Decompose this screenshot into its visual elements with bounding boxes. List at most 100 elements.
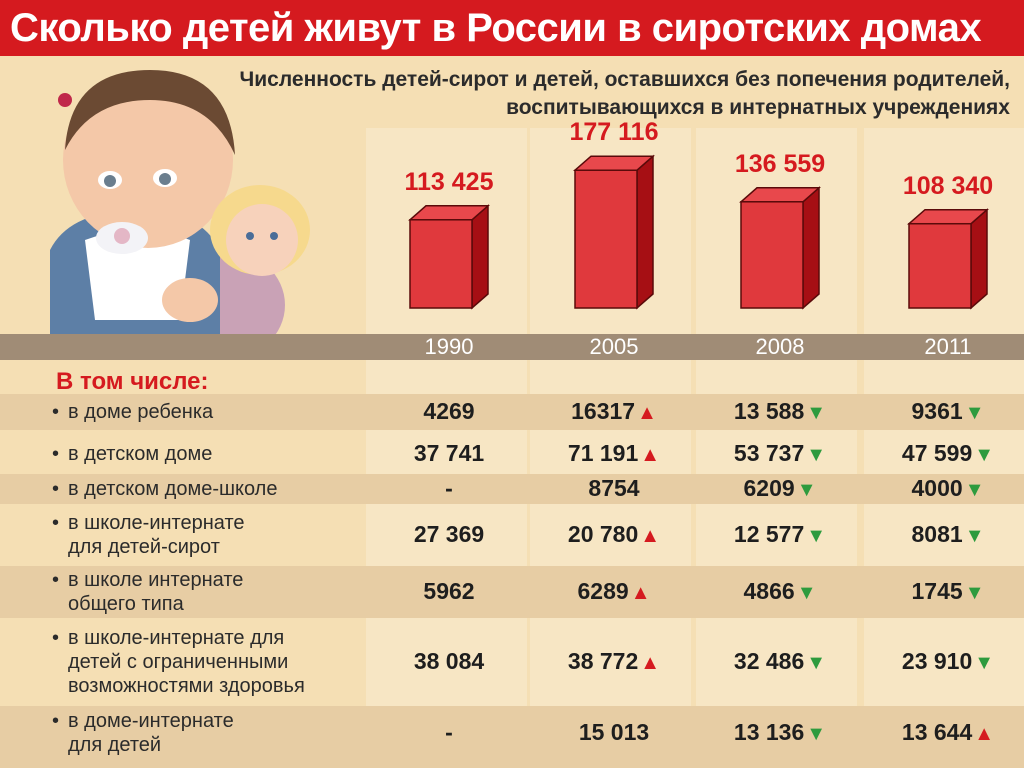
table-row: • в школе-интернате для детей с ограничен… xyxy=(0,620,1024,704)
table-row: • в школе интернате общего типа 5962 6289 ▲ 4… xyxy=(0,566,1024,618)
table-cell-2008: 53 737 ▼ xyxy=(700,440,860,467)
table-row: • в доме ребенка 4269 16317 ▲ 13 588 ▼ 9361 ▼ xyxy=(0,394,1024,430)
cell-value: 32 486 xyxy=(733,648,805,674)
row-label-text: в детском доме xyxy=(68,443,213,465)
cell-value: 13 588 xyxy=(733,398,805,424)
chart-subtitle: Численность детей-сирот и детей, оставши… xyxy=(239,68,1010,119)
cell-value: - xyxy=(445,475,453,501)
up-arrow-icon: ▲ xyxy=(630,582,651,604)
bar-value-label: 136 559 xyxy=(734,149,826,178)
down-arrow-icon: ▼ xyxy=(806,723,827,745)
cell-value: 4866 xyxy=(743,578,795,604)
cell-value: 53 737 xyxy=(733,440,805,466)
cell-value: 38 084 xyxy=(413,648,485,674)
title-banner: Сколько детей живут в России в сиротских… xyxy=(0,0,1024,56)
cell-value: 8754 xyxy=(588,475,640,501)
cell-value: 20 780 xyxy=(567,521,639,547)
cell-value: 8081 xyxy=(911,521,963,547)
cell-value: 15 013 xyxy=(578,719,650,745)
bottom-rule xyxy=(0,760,1024,768)
table-cell-2008: 13 136 ▼ xyxy=(700,719,860,746)
bar-value-label: 177 116 xyxy=(569,118,659,147)
row-label: • в школе-интернате для детей-сирот xyxy=(52,511,245,559)
bullet-icon: • xyxy=(52,627,60,649)
down-arrow-icon: ▼ xyxy=(806,444,827,466)
down-arrow-icon: ▼ xyxy=(964,479,985,501)
cell-value: 37 741 xyxy=(413,440,485,466)
bullet-icon: • xyxy=(52,443,60,465)
row-label: • в детском доме-школе xyxy=(52,477,277,501)
bar-value-label: 113 425 xyxy=(404,167,494,196)
row-label: • в школе интернате общего типа xyxy=(52,568,243,616)
child-with-doll-photo xyxy=(50,70,310,360)
cell-value: 5962 xyxy=(423,578,475,604)
cell-value: 9361 xyxy=(911,398,963,424)
year-tick-label: 2011 xyxy=(924,334,972,359)
down-arrow-icon: ▼ xyxy=(964,582,985,604)
table-cell-2011: 13 644 ▲ xyxy=(868,719,1024,746)
table-row: • в доме-интернате для детей - 15 013 13 136… xyxy=(0,706,1024,760)
row-label-text: в школе-интернате для детей с ограниченн… xyxy=(68,627,305,697)
table-cell-2011: 4000 ▼ xyxy=(868,475,1024,502)
bullet-icon: • xyxy=(52,512,60,534)
table-cell-2008: 4866 ▼ xyxy=(700,578,860,605)
table-cell-2011: 9361 ▼ xyxy=(868,398,1024,425)
table-cell-1990: 5962 xyxy=(369,578,529,605)
down-arrow-icon: ▼ xyxy=(806,652,827,674)
row-label: • в школе-интернате для детей с ограничен… xyxy=(52,626,305,698)
cell-value: 16317 xyxy=(571,398,636,424)
table-cell-2005: 38 772 ▲ xyxy=(534,648,694,675)
bullet-icon: • xyxy=(52,710,60,732)
table-cell-1990: - xyxy=(369,475,529,502)
down-arrow-icon: ▼ xyxy=(964,402,985,424)
cell-value: 6209 xyxy=(743,475,795,501)
bar-value-label: 108 340 xyxy=(902,171,994,200)
table-cell-2005: 71 191 ▲ xyxy=(534,440,694,467)
cell-value: - xyxy=(445,719,453,745)
row-label-text: в доме ребенка xyxy=(68,401,214,423)
row-label: • в доме-интернате для детей xyxy=(52,709,234,757)
cell-value: 13 644 xyxy=(901,719,973,745)
cell-value: 6289 xyxy=(577,578,629,604)
table-cell-2011: 23 910 ▼ xyxy=(868,648,1024,675)
year-axis-band xyxy=(0,334,1024,360)
cell-value: 4269 xyxy=(423,398,475,424)
up-arrow-icon: ▲ xyxy=(974,723,995,745)
up-arrow-icon: ▲ xyxy=(640,444,661,466)
table-cell-1990: 4269 xyxy=(369,398,529,425)
table-cell-1990: - xyxy=(369,719,529,746)
down-arrow-icon: ▼ xyxy=(806,525,827,547)
table-cell-2005: 6289 ▲ xyxy=(534,578,694,605)
table-cell-2008: 6209 ▼ xyxy=(700,475,860,502)
down-arrow-icon: ▼ xyxy=(796,582,817,604)
table-cell-2008: 32 486 ▼ xyxy=(700,648,860,675)
table-cell-2005: 8754 xyxy=(534,475,694,502)
cell-value: 71 191 xyxy=(567,440,639,466)
row-label: • в доме ребенка xyxy=(52,400,213,424)
table-cell-2011: 1745 ▼ xyxy=(868,578,1024,605)
cell-value: 12 577 xyxy=(733,521,805,547)
cell-value: 1745 xyxy=(911,578,963,604)
table-cell-2005: 15 013 xyxy=(534,719,694,746)
table-cell-1990: 37 741 xyxy=(369,440,529,467)
year-tick-label: 2008 xyxy=(755,334,805,359)
year-tick-label: 1990 xyxy=(424,334,474,359)
up-arrow-icon: ▲ xyxy=(637,402,657,424)
table-cell-1990: 38 084 xyxy=(369,648,529,675)
up-arrow-icon: ▲ xyxy=(640,652,661,674)
row-label-text: в школе интернате общего типа xyxy=(68,569,244,615)
bullet-icon: • xyxy=(52,569,60,591)
bullet-icon: • xyxy=(52,478,60,500)
table-cell-2008: 13 588 ▼ xyxy=(700,398,860,425)
row-label-text: в доме-интернате для детей xyxy=(68,710,234,756)
up-arrow-icon: ▲ xyxy=(640,525,661,547)
down-arrow-icon: ▼ xyxy=(974,444,995,466)
row-label-text: в детском доме-школе xyxy=(68,478,278,500)
table-cell-1990: 27 369 xyxy=(369,521,529,548)
cell-value: 23 910 xyxy=(901,648,973,674)
table-cell-2005: 20 780 ▲ xyxy=(534,521,694,548)
down-arrow-icon: ▼ xyxy=(796,479,817,501)
cell-value: 13 136 xyxy=(733,719,805,745)
bullet-icon: • xyxy=(52,401,60,423)
cell-value: 38 772 xyxy=(567,648,639,674)
